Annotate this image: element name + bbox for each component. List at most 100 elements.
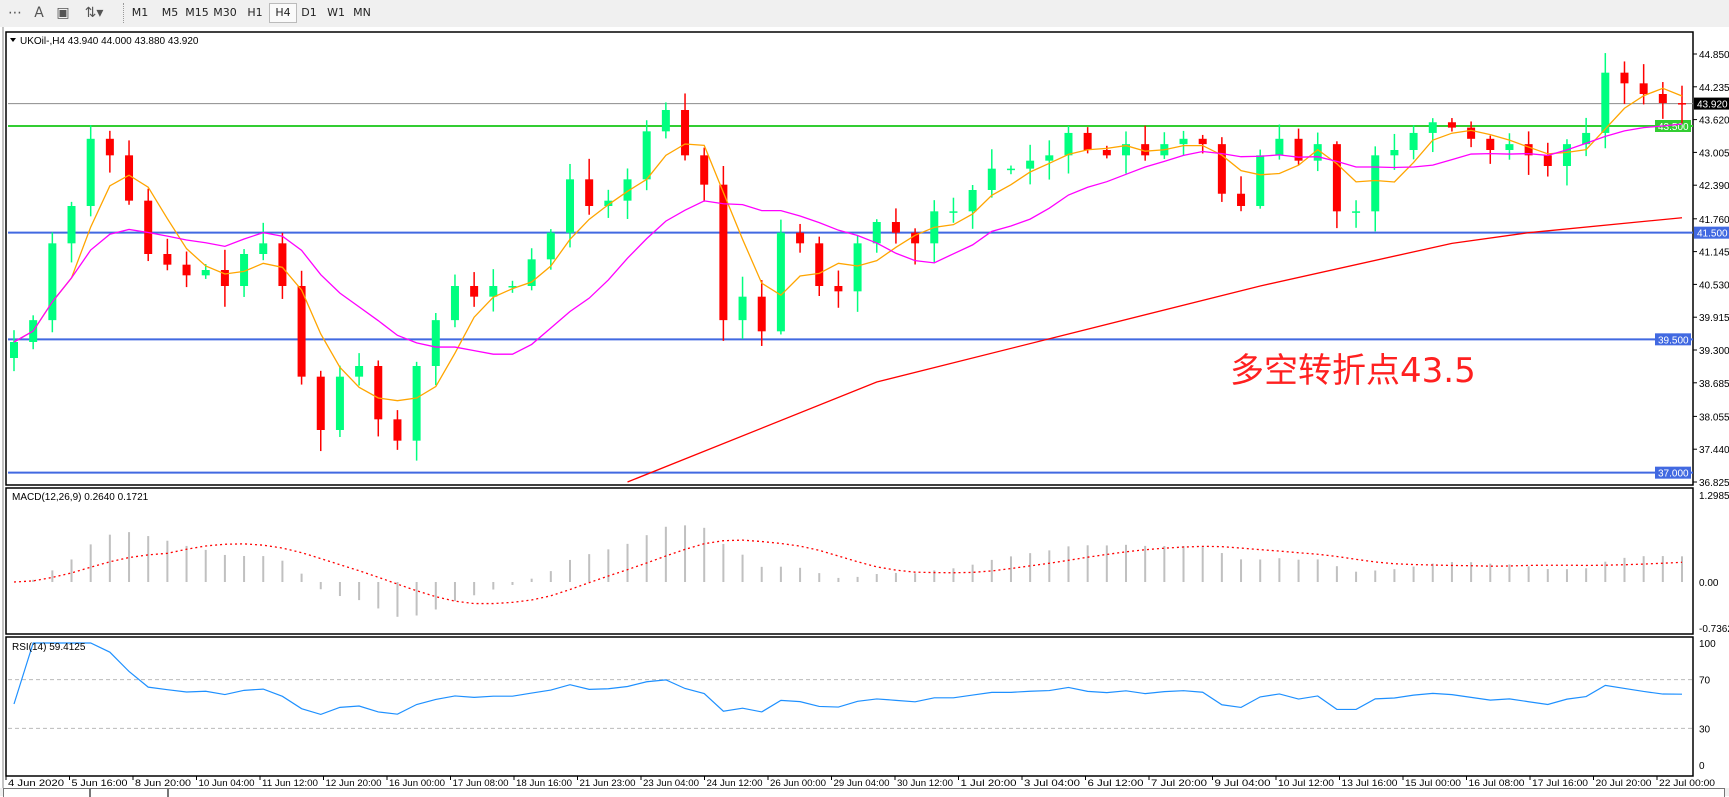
candle xyxy=(1179,130,1188,156)
macd-header: MACD(12,26,9) 0.2640 0.1721 xyxy=(12,492,149,503)
candle xyxy=(987,149,996,198)
text-icon[interactable]: A xyxy=(34,5,44,21)
timeframe-d1[interactable]: D1 xyxy=(301,6,317,19)
rsi-header: RSI(14) 59.4125 xyxy=(12,642,86,653)
time-axis-label: 12 Jun 20:00 xyxy=(326,778,382,789)
candle xyxy=(278,232,287,299)
candle xyxy=(1275,124,1284,160)
price-label-bg xyxy=(1694,97,1729,110)
arrows-icon[interactable]: ⇅▾ xyxy=(84,5,104,21)
candle-body xyxy=(1026,160,1035,169)
timeframe-m1[interactable]: M1 xyxy=(131,6,149,19)
candle-body xyxy=(1562,144,1571,166)
candle-body xyxy=(1639,83,1648,94)
time-axis-label: 13 Jul 16:00 xyxy=(1342,778,1398,789)
macd-axis-label: 0.00 xyxy=(1699,578,1719,589)
candle xyxy=(1467,121,1476,148)
candle-body xyxy=(1237,193,1246,206)
candle xyxy=(1352,200,1361,228)
macd-pane-frame xyxy=(5,487,1694,635)
candle xyxy=(1332,141,1341,229)
candle-body xyxy=(1428,122,1437,133)
candle xyxy=(891,208,900,244)
time-axis-label: 23 Jun 04:00 xyxy=(643,778,699,789)
time-axis-label: 29 Jun 04:00 xyxy=(834,778,890,789)
candle-body xyxy=(1275,138,1284,156)
candle-body xyxy=(1332,144,1341,212)
candle xyxy=(297,270,306,385)
candle-body xyxy=(853,243,862,292)
candle-body xyxy=(201,270,210,276)
time-axis-label: 26 Jun 00:00 xyxy=(770,778,826,789)
candle-body xyxy=(642,131,651,180)
candle-body xyxy=(1658,94,1667,104)
time-axis-label: 1 Jul 20:00 xyxy=(961,778,1017,789)
rsi-line xyxy=(13,642,1683,716)
candle-body xyxy=(1141,144,1150,156)
grid-fixed-icon[interactable]: ⋯ xyxy=(8,5,22,21)
candle-body xyxy=(757,296,766,332)
price-line-label: 43.500 xyxy=(1658,122,1689,133)
candle xyxy=(105,130,114,173)
candle-body xyxy=(1505,144,1514,150)
time-axis-label: 17 Jun 08:00 xyxy=(453,778,509,789)
candle-body xyxy=(911,232,920,244)
candle-body xyxy=(719,184,728,321)
chart-tab[interactable] xyxy=(168,788,1725,797)
timeframe-m5[interactable]: M5 xyxy=(161,6,179,19)
candle xyxy=(527,248,536,291)
candle xyxy=(1006,165,1015,175)
rsi-axis-label: 30 xyxy=(1699,724,1711,735)
candle-body xyxy=(470,286,479,297)
candle-body xyxy=(949,211,958,213)
rsi-pane: 100 70 30 0 RSI(14) 59.4125 xyxy=(8,639,1716,772)
timeframe-m30[interactable]: M30 xyxy=(213,6,237,19)
price-label-bg xyxy=(1655,333,1691,346)
chart-tab[interactable] xyxy=(3,788,90,797)
candle xyxy=(1256,149,1265,209)
moving-average-line xyxy=(13,123,1683,355)
price-axis-label: 37.440 xyxy=(1699,445,1729,456)
candle xyxy=(335,365,344,438)
candle-body xyxy=(67,206,76,244)
chart-tab[interactable] xyxy=(90,788,168,797)
candle xyxy=(508,280,517,293)
time-axis-label: 3 Jul 04:00 xyxy=(1024,778,1080,789)
main-pane-frame xyxy=(5,31,1694,486)
candle-body xyxy=(316,376,325,430)
candle xyxy=(681,93,690,161)
candle xyxy=(125,140,134,205)
timeframe-h1[interactable]: H1 xyxy=(247,6,263,19)
time-axis-label: 16 Jun 00:00 xyxy=(389,778,445,789)
candle xyxy=(661,102,670,139)
timeframe-m15[interactable]: M15 xyxy=(185,6,209,19)
candle xyxy=(220,249,229,307)
candle-body xyxy=(1409,132,1418,150)
candle-body xyxy=(335,376,344,430)
candle xyxy=(316,370,325,452)
candle xyxy=(853,235,862,312)
candle-body xyxy=(1524,144,1533,156)
timeframe-w1[interactable]: W1 xyxy=(327,6,345,19)
text-label-icon[interactable]: ▣ xyxy=(56,5,70,21)
candle xyxy=(1313,132,1322,172)
candle-body xyxy=(776,232,785,332)
price-line-label: 41.500 xyxy=(1697,229,1728,240)
time-axis-label: 21 Jun 23:00 xyxy=(580,778,636,789)
candle-body xyxy=(1294,138,1303,161)
macd-axis-label: 1.2985 xyxy=(1699,491,1729,502)
price-axis-label: 39.915 xyxy=(1699,313,1729,324)
candle-body xyxy=(968,190,977,212)
rsi-axis-label: 70 xyxy=(1699,676,1711,687)
timeframe-h4[interactable]: H4 xyxy=(269,3,297,23)
candle-body xyxy=(508,286,517,288)
rsi-axis-label: 0 xyxy=(1699,761,1705,772)
timeframe-mn[interactable]: MN xyxy=(353,6,371,19)
candle-body xyxy=(1390,150,1399,156)
candle xyxy=(949,197,958,223)
candle-body xyxy=(1179,138,1188,145)
candle-body xyxy=(1006,168,1015,171)
macd-pane: 1.2985 0.00 -0.7362 MACD(12,26,9) 0.2640 0.… xyxy=(12,491,1729,635)
time-axis-label: 20 Jul 20:00 xyxy=(1596,778,1652,789)
